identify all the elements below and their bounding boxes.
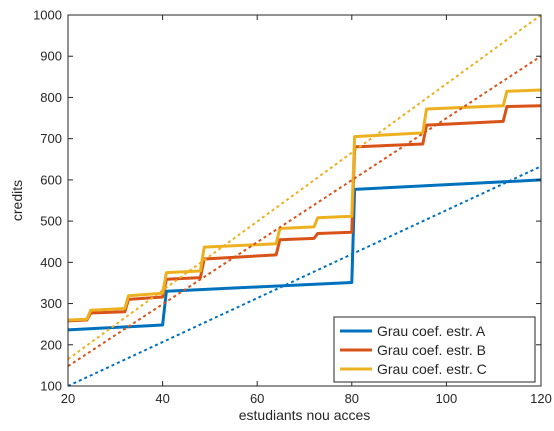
dashed-line-5 xyxy=(67,55,542,368)
x-tick-label: 120 xyxy=(530,391,552,406)
ticks-layer: 20 40 60 80 100 120 100 200 300 400 500 600 700 800 90… xyxy=(33,8,552,407)
dashed-line-6 xyxy=(67,14,542,361)
y-axis-label: credits xyxy=(9,180,25,221)
y-tick-label: 300 xyxy=(40,296,62,311)
y-tick-label: 100 xyxy=(40,379,62,394)
series-line-3 xyxy=(67,88,542,322)
y-tick-label: 600 xyxy=(40,172,62,187)
y-tick-label: 400 xyxy=(40,255,62,270)
legend-label: Grau coef. estr. C xyxy=(377,361,487,377)
x-tick-label: 40 xyxy=(155,391,169,406)
y-tick-label: 500 xyxy=(40,214,62,229)
y-tick-label: 700 xyxy=(40,131,62,146)
series-line-2 xyxy=(67,104,542,323)
legend: Grau coef. estr. A Grau coef. estr. B Grau… xyxy=(333,316,536,383)
series-line-1 xyxy=(67,178,542,332)
y-tick-label: 1000 xyxy=(33,8,62,23)
legend-label: Grau coef. estr. B xyxy=(377,342,486,358)
x-axis-label: estudiants nou acces xyxy=(239,407,371,423)
axes-box xyxy=(67,14,542,387)
x-tick-label: 60 xyxy=(250,391,264,406)
y-tick-label: 900 xyxy=(40,49,62,64)
y-tick-label: 200 xyxy=(40,337,62,352)
x-tick-label: 20 xyxy=(61,391,75,406)
x-tick-label: 100 xyxy=(436,391,458,406)
x-tick-label: 80 xyxy=(345,391,359,406)
dashed-line-4 xyxy=(67,165,542,387)
y-tick-label: 800 xyxy=(40,90,62,105)
series-layer xyxy=(67,14,542,387)
legend-label: Grau coef. estr. A xyxy=(377,323,486,339)
